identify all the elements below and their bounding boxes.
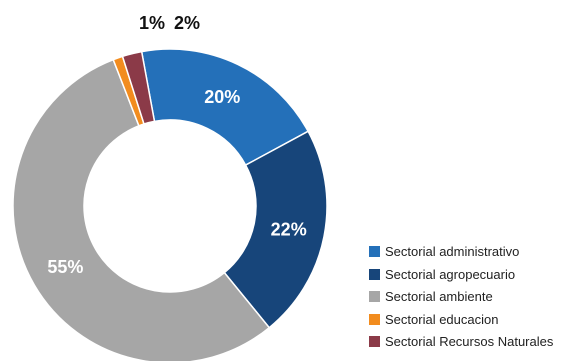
slice-ambiente bbox=[12, 58, 271, 361]
legend-swatch-ambiente bbox=[369, 291, 380, 302]
legend-item-recursos-naturales: Sectorial Recursos Naturales bbox=[369, 333, 553, 350]
legend-swatch-educacion bbox=[369, 313, 380, 325]
legend-swatch-administrativo bbox=[369, 246, 380, 257]
legend-item-ambiente: Sectorial ambiente bbox=[369, 288, 553, 305]
chart-legend: Sectorial administrativo Sectorial agrope… bbox=[369, 243, 553, 350]
legend-label-recursos-naturales: Sectorial Recursos Naturales bbox=[385, 334, 554, 349]
slice-agropecuario bbox=[223, 130, 328, 329]
legend-item-administrativo: Sectorial administrativo bbox=[369, 243, 553, 260]
legend-label-agropecuario: Sectorial agropecuario bbox=[385, 266, 516, 282]
data-label-recursos-naturales: 2% bbox=[174, 13, 200, 33]
legend-label-ambiente: Sectorial ambiente bbox=[385, 289, 493, 304]
legend-item-agropecuario: Sectorial agropecuario bbox=[369, 266, 553, 283]
legend-label-educacion: Sectorial educacion bbox=[385, 311, 499, 327]
slice-administrativo bbox=[140, 48, 310, 167]
slice-recursos-naturales bbox=[121, 50, 156, 125]
data-label-educacion: 1% bbox=[139, 13, 165, 33]
data-label-agropecuario: 22% bbox=[271, 220, 307, 240]
legend-swatch-recursos-naturales bbox=[369, 336, 380, 347]
chart-data-labels: 20% 22% 55% 1% 2% bbox=[47, 13, 306, 277]
legend-swatch-agropecuario bbox=[369, 268, 380, 280]
chart-slices bbox=[12, 48, 328, 361]
legend-item-educacion: Sectorial educacion bbox=[369, 311, 553, 328]
legend-label-administrativo: Sectorial administrativo bbox=[385, 244, 520, 259]
data-label-administrativo: 20% bbox=[204, 87, 240, 107]
data-label-ambiente: 55% bbox=[47, 257, 83, 277]
